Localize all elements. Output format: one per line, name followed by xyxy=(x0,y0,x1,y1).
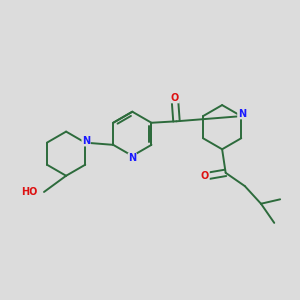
Text: N: N xyxy=(238,109,246,119)
Text: N: N xyxy=(128,153,136,163)
Text: HO: HO xyxy=(21,187,38,197)
Text: O: O xyxy=(171,93,179,103)
Text: O: O xyxy=(201,171,209,181)
Text: N: N xyxy=(82,136,90,146)
